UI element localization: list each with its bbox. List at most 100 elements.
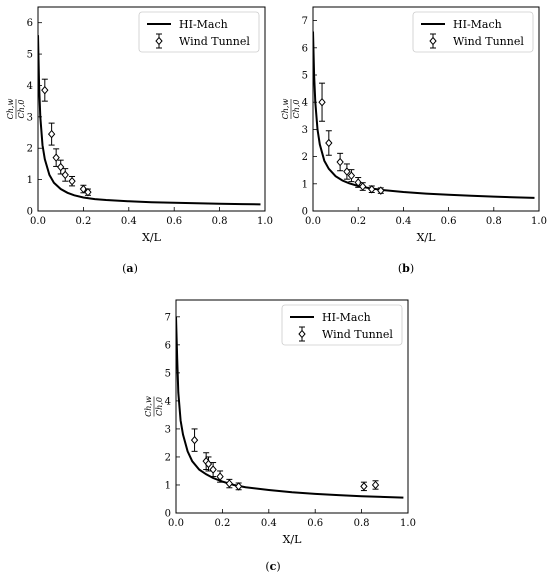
x-tick-label: 0.2: [75, 216, 91, 227]
y-axis-title-denominator: Ch,0: [292, 100, 301, 119]
y-axis-title-denominator: Ch,0: [17, 100, 26, 119]
y-tick-label: 5: [165, 368, 171, 379]
legend: HI-Mach Wind Tunnel: [412, 11, 534, 53]
subfigure-caption: (a): [122, 262, 138, 275]
x-tick-label: 0.8: [354, 518, 370, 529]
y-tick-label: 7: [165, 312, 171, 323]
legend-marker-swatch: [429, 36, 437, 46]
y-axis-title-denominator: Ch,0: [155, 397, 164, 416]
data-point-wind-tunnel: [216, 472, 224, 481]
legend-label-hi-mach: HI-Mach: [453, 18, 502, 31]
x-axis-title: X/L: [283, 533, 303, 546]
y-tick-label: 2: [165, 452, 171, 463]
legend-box: [412, 11, 534, 53]
x-tick-label: 0.0: [305, 216, 321, 227]
legend-label-wind-tunnel: Wind Tunnel: [322, 328, 393, 341]
y-tick-label: 0: [165, 509, 171, 520]
y-axis-title: Ch,w Ch,0: [6, 99, 26, 120]
legend-label-hi-mach: HI-Mach: [322, 311, 371, 324]
data-point-wind-tunnel: [68, 176, 76, 186]
y-axis-title-numerator: Ch,w: [144, 396, 153, 417]
legend-marker-swatch: [155, 36, 163, 46]
x-tick-label: 0.4: [261, 518, 277, 529]
y-tick-label: 1: [27, 175, 33, 186]
y-axis-title-numerator: Ch,w: [6, 99, 15, 120]
y-tick-label: 4: [302, 98, 308, 109]
y-axis-title-numerator: Ch,w: [281, 99, 290, 120]
series-line-hi-mach: [176, 316, 404, 499]
subfigure-caption: (b): [398, 262, 414, 275]
y-axis-title: Ch,w Ch,0: [281, 99, 301, 120]
data-point-wind-tunnel: [234, 482, 243, 491]
y-tick-label: 5: [27, 50, 33, 61]
data-point-wind-tunnel: [209, 465, 217, 474]
legend-label-wind-tunnel: Wind Tunnel: [179, 35, 250, 48]
y-tick-label: 4: [165, 396, 171, 407]
y-axis-title: Ch,w Ch,0: [144, 396, 164, 417]
y-tick-label: 6: [302, 43, 308, 54]
y-tick-label: 3: [165, 424, 171, 435]
data-point-wind-tunnel: [343, 167, 351, 176]
x-axis-title: X/L: [417, 231, 437, 244]
data-point-wind-tunnel: [318, 97, 326, 107]
y-tick-label: 5: [302, 71, 308, 82]
y-tick-label: 2: [27, 144, 33, 155]
plot-frame: [312, 6, 540, 212]
y-tick-label: 1: [302, 179, 308, 190]
data-point-wind-tunnel: [347, 171, 356, 180]
x-tick-label: 0.6: [307, 518, 323, 529]
x-tick-label: 0.0: [30, 216, 46, 227]
data-point-wind-tunnel: [377, 186, 385, 195]
x-tick-label: 0.8: [212, 216, 228, 227]
data-point-wind-tunnel: [61, 170, 69, 180]
x-tick-label: 0.2: [350, 216, 366, 227]
data-point-wind-tunnel: [47, 129, 56, 139]
x-tick-label: 1.0: [531, 216, 547, 227]
x-tick-label: 0.4: [121, 216, 137, 227]
legend-label-wind-tunnel: Wind Tunnel: [453, 35, 524, 48]
data-point-wind-tunnel: [79, 184, 88, 194]
series-line-hi-mach: [313, 31, 535, 199]
x-axis-title: X/L: [142, 231, 162, 244]
x-tick-label: 0.6: [441, 216, 457, 227]
series-line-hi-mach: [38, 35, 261, 206]
data-point-wind-tunnel: [225, 479, 234, 488]
data-point-wind-tunnel: [52, 153, 60, 162]
data-point-wind-tunnel: [57, 162, 65, 172]
data-point-wind-tunnel: [371, 480, 380, 490]
data-point-wind-tunnel: [325, 138, 333, 148]
legend-box: [281, 304, 403, 346]
data-point-wind-tunnel: [368, 184, 376, 194]
chart-b: 0.0 0.2 0.4 0.6 0.8 1.0 0 1 2 3 4 5 6 7 X/L Ch,w Ch,0 HI-…: [281, 6, 547, 275]
y-tick-label: 0: [302, 207, 308, 218]
x-tick-label: 0.0: [168, 518, 184, 529]
data-point-wind-tunnel: [190, 435, 199, 445]
y-tick-label: 0: [27, 207, 33, 218]
subfigure-caption: (c): [265, 560, 280, 573]
x-tick-label: 0.2: [214, 518, 230, 529]
x-tick-label: 0.6: [166, 216, 182, 227]
data-point-wind-tunnel: [359, 182, 367, 191]
x-tick-label: 1.0: [257, 216, 273, 227]
data-point-wind-tunnel: [41, 85, 49, 95]
y-tick-label: 1: [165, 480, 171, 491]
data-point-wind-tunnel: [354, 178, 362, 187]
legend-label-hi-mach: HI-Mach: [179, 18, 228, 31]
y-tick-label: 2: [302, 152, 308, 163]
subfigure-caption-letter: a: [126, 262, 133, 275]
chart-a: 0.0 0.2 0.4 0.6 0.8 1.0 0 1 2 3 4 5 6 X/L Ch,w Ch,0 HI-M…: [6, 6, 273, 275]
y-tick-label: 7: [302, 16, 308, 27]
legend-box: [138, 11, 260, 53]
y-tick-label: 4: [27, 81, 33, 92]
plot-frame: [37, 6, 266, 212]
subfigure-caption-letter: c: [270, 560, 277, 573]
x-tick-label: 0.8: [486, 216, 502, 227]
chart-c: 0.0 0.2 0.4 0.6 0.8 1.0 0 1 2 3 4 5 6 7 X/L Ch,w Ch,0 HI-…: [144, 299, 416, 573]
y-tick-label: 3: [27, 112, 33, 123]
legend: HI-Mach Wind Tunnel: [138, 11, 260, 53]
x-tick-label: 0.4: [395, 216, 411, 227]
data-point-wind-tunnel: [360, 482, 368, 491]
y-tick-label: 6: [27, 18, 33, 29]
plot-frame: [175, 299, 409, 514]
